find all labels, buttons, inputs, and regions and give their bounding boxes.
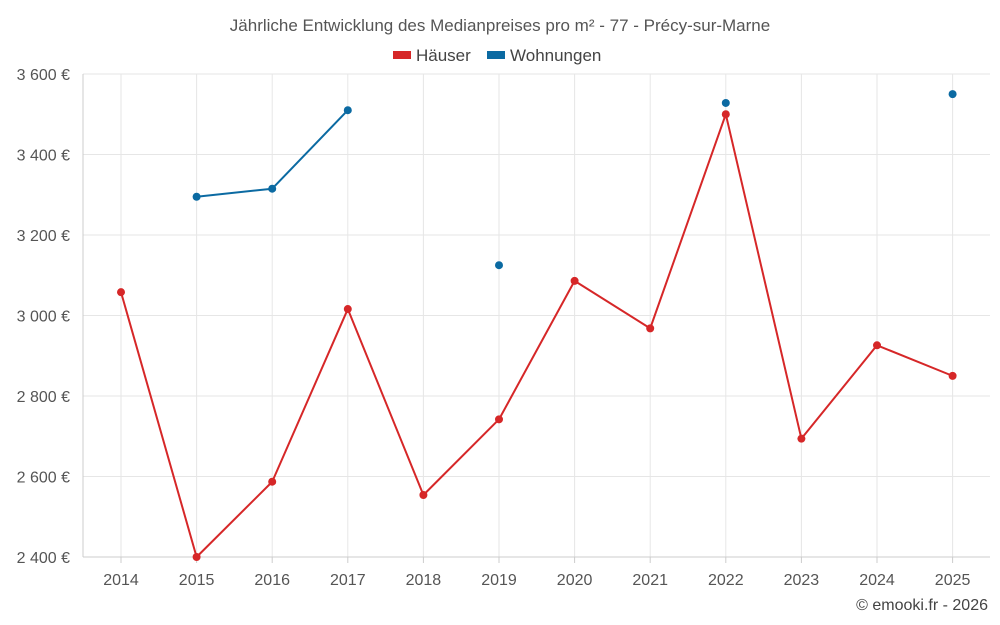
x-tick-label: 2023 — [784, 572, 820, 589]
x-tick-label: 2021 — [632, 572, 668, 589]
axes: 2 400 € 2 600 € 2 800 € 3 000 € 3 200 € 3 400… — [17, 67, 990, 589]
series — [117, 90, 957, 561]
data-point-wohnungen-2019[interactable] — [495, 261, 503, 270]
grid — [83, 73, 990, 557]
data-point-haeuser-2023[interactable] — [797, 434, 806, 443]
legend-swatch-wohnungen — [487, 51, 505, 59]
data-point-haeuser-2014[interactable] — [117, 288, 125, 297]
credit-text: © emooki.fr - 2026 — [856, 597, 988, 614]
x-tick-label: 2024 — [859, 572, 895, 589]
y-tick-label: 3 000 € — [17, 309, 70, 326]
data-point-haeuser-2022[interactable] — [721, 110, 730, 119]
data-point-wohnungen-2025[interactable] — [948, 90, 957, 99]
x-tick-label: 2019 — [481, 572, 517, 589]
y-tick-label: 2 800 € — [17, 389, 70, 406]
data-point-haeuser-2025[interactable] — [948, 371, 957, 380]
x-tick-label: 2018 — [406, 572, 442, 589]
x-tick-label: 2022 — [708, 572, 744, 589]
series-wohnungen — [192, 90, 957, 270]
y-tick-label: 3 400 € — [17, 148, 70, 165]
data-point-wohnungen-2015[interactable] — [192, 192, 201, 201]
x-tick-label: 2017 — [330, 572, 366, 589]
data-point-wohnungen-2016[interactable] — [268, 184, 277, 193]
data-point-haeuser-2017[interactable] — [343, 305, 352, 314]
x-tick-label: 2025 — [935, 572, 971, 589]
data-point-haeuser-2024[interactable] — [873, 341, 881, 350]
data-point-haeuser-2016[interactable] — [268, 477, 277, 486]
x-tick-label: 2016 — [254, 572, 290, 589]
x-tick-label: 2014 — [103, 572, 139, 589]
y-tick-label: 2 600 € — [17, 470, 70, 487]
data-point-wohnungen-2017[interactable] — [343, 106, 352, 115]
data-point-haeuser-2021[interactable] — [646, 324, 655, 333]
data-point-wohnungen-2022[interactable] — [721, 98, 730, 107]
series-line-haeuser — [120, 113, 953, 558]
x-tick-label: 2015 — [179, 572, 215, 589]
chart-title: Jährliche Entwicklung des Medianpreises … — [230, 16, 770, 35]
data-point-haeuser-2015[interactable] — [192, 553, 201, 561]
legend-label-wohnungen[interactable]: Wohnungen — [510, 46, 601, 65]
data-point-haeuser-2019[interactable] — [495, 415, 503, 424]
data-point-haeuser-2018[interactable] — [419, 491, 428, 500]
y-tick-label: 3 600 € — [17, 67, 70, 84]
series-haeuser — [117, 110, 957, 561]
y-tick-label: 2 400 € — [17, 550, 70, 567]
x-tick-label: 2020 — [557, 572, 593, 589]
y-tick-label: 3 200 € — [17, 228, 70, 245]
legend-swatch-haeuser — [393, 51, 411, 59]
legend: Häuser Wohnungen — [393, 46, 601, 65]
data-point-haeuser-2020[interactable] — [570, 276, 579, 285]
legend-label-haeuser[interactable]: Häuser — [416, 46, 471, 65]
